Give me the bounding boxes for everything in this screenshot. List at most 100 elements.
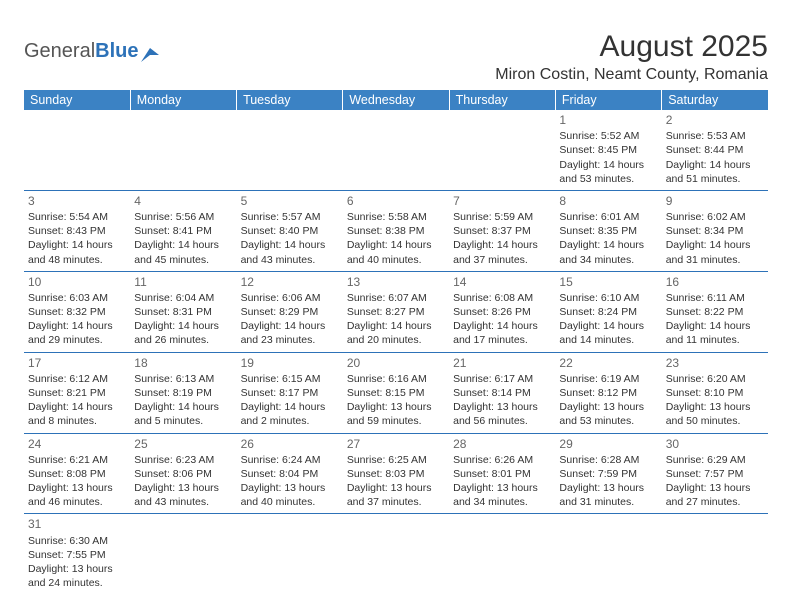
- logo-text-general: General: [24, 40, 95, 63]
- day-number: 18: [134, 355, 232, 371]
- calendar-day-cell: 16Sunrise: 6:11 AMSunset: 8:22 PMDayligh…: [662, 271, 768, 352]
- calendar-day-cell: [130, 110, 236, 190]
- day-info-line: Sunrise: 6:30 AM: [28, 534, 126, 548]
- day-info-line: Daylight: 13 hours: [347, 400, 445, 414]
- day-info-line: and 31 minutes.: [666, 253, 764, 267]
- calendar-day-cell: 12Sunrise: 6:06 AMSunset: 8:29 PMDayligh…: [237, 271, 343, 352]
- day-info-line: Sunset: 8:41 PM: [134, 224, 232, 238]
- day-info-line: and 11 minutes.: [666, 333, 764, 347]
- calendar-day-cell: [237, 514, 343, 594]
- day-info-line: Sunrise: 5:58 AM: [347, 210, 445, 224]
- day-number: 19: [241, 355, 339, 371]
- day-info-line: and 31 minutes.: [559, 495, 657, 509]
- day-info-line: Sunset: 8:08 PM: [28, 467, 126, 481]
- title-block: August 2025 Miron Costin, Neamt County, …: [495, 30, 768, 84]
- day-number: 13: [347, 274, 445, 290]
- calendar-day-cell: [555, 514, 661, 594]
- day-info-line: Daylight: 14 hours: [559, 238, 657, 252]
- day-number: 16: [666, 274, 764, 290]
- calendar-day-cell: 20Sunrise: 6:16 AMSunset: 8:15 PMDayligh…: [343, 352, 449, 433]
- day-info-line: Sunrise: 6:23 AM: [134, 453, 232, 467]
- logo-text-blue: Blue: [95, 40, 138, 63]
- day-info-line: Sunrise: 6:25 AM: [347, 453, 445, 467]
- day-info-line: Sunset: 8:31 PM: [134, 305, 232, 319]
- day-header: Wednesday: [343, 90, 449, 110]
- day-info-line: Daylight: 14 hours: [453, 238, 551, 252]
- day-info-line: Sunset: 8:14 PM: [453, 386, 551, 400]
- day-info-line: Daylight: 14 hours: [134, 319, 232, 333]
- day-info-line: Daylight: 14 hours: [347, 319, 445, 333]
- day-info-line: and 50 minutes.: [666, 414, 764, 428]
- logo: GeneralBlue: [24, 30, 159, 63]
- calendar-body: 1Sunrise: 5:52 AMSunset: 8:45 PMDaylight…: [24, 110, 768, 594]
- day-info-line: Daylight: 14 hours: [241, 319, 339, 333]
- calendar-day-cell: 7Sunrise: 5:59 AMSunset: 8:37 PMDaylight…: [449, 190, 555, 271]
- day-info-line: Sunrise: 6:19 AM: [559, 372, 657, 386]
- day-info-line: Daylight: 14 hours: [666, 158, 764, 172]
- day-info-line: and 2 minutes.: [241, 414, 339, 428]
- day-info-line: and 17 minutes.: [453, 333, 551, 347]
- day-info-line: Sunset: 8:34 PM: [666, 224, 764, 238]
- day-info-line: Daylight: 14 hours: [241, 238, 339, 252]
- day-info-line: and 8 minutes.: [28, 414, 126, 428]
- calendar-day-cell: 15Sunrise: 6:10 AMSunset: 8:24 PMDayligh…: [555, 271, 661, 352]
- calendar-day-cell: 11Sunrise: 6:04 AMSunset: 8:31 PMDayligh…: [130, 271, 236, 352]
- day-number: 25: [134, 436, 232, 452]
- day-number: 27: [347, 436, 445, 452]
- day-info-line: Daylight: 14 hours: [559, 158, 657, 172]
- day-info-line: Daylight: 14 hours: [241, 400, 339, 414]
- day-info-line: and 23 minutes.: [241, 333, 339, 347]
- day-number: 5: [241, 193, 339, 209]
- calendar-week-row: 3Sunrise: 5:54 AMSunset: 8:43 PMDaylight…: [24, 190, 768, 271]
- calendar-day-cell: 21Sunrise: 6:17 AMSunset: 8:14 PMDayligh…: [449, 352, 555, 433]
- day-info-line: and 20 minutes.: [347, 333, 445, 347]
- day-info-line: Sunrise: 5:59 AM: [453, 210, 551, 224]
- day-number: 11: [134, 274, 232, 290]
- day-info-line: Sunrise: 6:07 AM: [347, 291, 445, 305]
- day-header: Sunday: [24, 90, 130, 110]
- day-info-line: Sunset: 8:27 PM: [347, 305, 445, 319]
- location-label: Miron Costin, Neamt County, Romania: [495, 66, 768, 84]
- day-info-line: Sunset: 8:29 PM: [241, 305, 339, 319]
- day-info-line: and 37 minutes.: [347, 495, 445, 509]
- day-number: 3: [28, 193, 126, 209]
- calendar-day-cell: 22Sunrise: 6:19 AMSunset: 8:12 PMDayligh…: [555, 352, 661, 433]
- calendar-day-cell: 9Sunrise: 6:02 AMSunset: 8:34 PMDaylight…: [662, 190, 768, 271]
- day-info-line: Sunrise: 5:57 AM: [241, 210, 339, 224]
- day-info-line: Daylight: 14 hours: [134, 238, 232, 252]
- calendar-day-cell: 30Sunrise: 6:29 AMSunset: 7:57 PMDayligh…: [662, 433, 768, 514]
- calendar-day-cell: 13Sunrise: 6:07 AMSunset: 8:27 PMDayligh…: [343, 271, 449, 352]
- calendar-day-cell: 6Sunrise: 5:58 AMSunset: 8:38 PMDaylight…: [343, 190, 449, 271]
- day-info-line: Sunrise: 6:29 AM: [666, 453, 764, 467]
- calendar-day-cell: 24Sunrise: 6:21 AMSunset: 8:08 PMDayligh…: [24, 433, 130, 514]
- day-info-line: Daylight: 14 hours: [347, 238, 445, 252]
- day-info-line: Sunset: 8:12 PM: [559, 386, 657, 400]
- day-info-line: and 53 minutes.: [559, 414, 657, 428]
- day-info-line: and 14 minutes.: [559, 333, 657, 347]
- day-number: 22: [559, 355, 657, 371]
- day-info-line: Sunrise: 6:01 AM: [559, 210, 657, 224]
- day-info-line: Sunrise: 6:28 AM: [559, 453, 657, 467]
- day-info-line: Sunrise: 6:04 AM: [134, 291, 232, 305]
- day-info-line: Sunrise: 5:52 AM: [559, 129, 657, 143]
- day-info-line: Sunrise: 6:15 AM: [241, 372, 339, 386]
- day-info-line: Sunrise: 6:13 AM: [134, 372, 232, 386]
- day-info-line: Sunset: 8:38 PM: [347, 224, 445, 238]
- calendar-week-row: 31Sunrise: 6:30 AMSunset: 7:55 PMDayligh…: [24, 514, 768, 594]
- day-info-line: Daylight: 14 hours: [134, 400, 232, 414]
- calendar-day-cell: 1Sunrise: 5:52 AMSunset: 8:45 PMDaylight…: [555, 110, 661, 190]
- calendar-day-cell: 8Sunrise: 6:01 AMSunset: 8:35 PMDaylight…: [555, 190, 661, 271]
- logo-flag-icon: [141, 45, 159, 59]
- day-number: 24: [28, 436, 126, 452]
- calendar-day-cell: 19Sunrise: 6:15 AMSunset: 8:17 PMDayligh…: [237, 352, 343, 433]
- calendar-day-cell: 5Sunrise: 5:57 AMSunset: 8:40 PMDaylight…: [237, 190, 343, 271]
- day-info-line: and 34 minutes.: [559, 253, 657, 267]
- day-info-line: Sunset: 8:15 PM: [347, 386, 445, 400]
- day-number: 28: [453, 436, 551, 452]
- day-info-line: Sunset: 8:22 PM: [666, 305, 764, 319]
- calendar-page: GeneralBlue August 2025 Miron Costin, Ne…: [0, 0, 792, 610]
- calendar-week-row: 10Sunrise: 6:03 AMSunset: 8:32 PMDayligh…: [24, 271, 768, 352]
- day-number: 23: [666, 355, 764, 371]
- day-number: 21: [453, 355, 551, 371]
- day-info-line: Daylight: 13 hours: [28, 481, 126, 495]
